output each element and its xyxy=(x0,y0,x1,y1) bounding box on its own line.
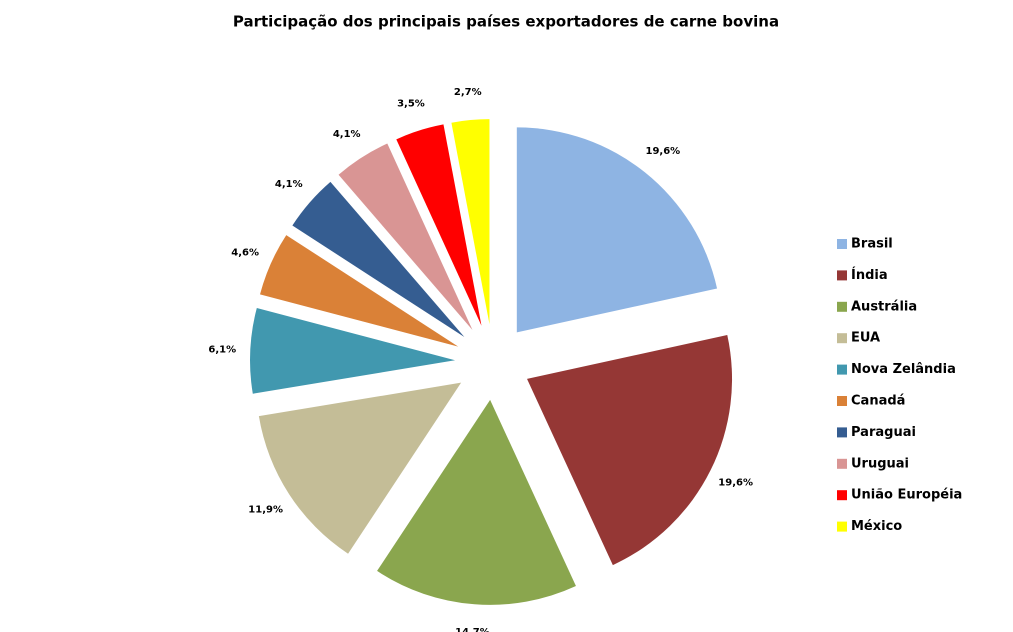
legend-label: Austrália xyxy=(851,299,917,314)
pie-slice xyxy=(292,181,465,338)
legend-label: Paraguai xyxy=(851,425,916,440)
pie-slice xyxy=(250,308,456,394)
legend-swatch xyxy=(837,427,847,438)
data-label: 4,1% xyxy=(275,179,303,190)
chart-title: Participação dos principais países expor… xyxy=(233,13,779,31)
data-label: 4,6% xyxy=(231,247,259,258)
legend-swatch xyxy=(837,333,847,344)
data-label: 6,1% xyxy=(208,344,236,355)
pie-slice xyxy=(396,124,482,326)
legend-swatch xyxy=(837,490,847,501)
data-label: 14,7% xyxy=(455,627,490,632)
pie-slice xyxy=(338,143,473,331)
data-label: 2,7% xyxy=(454,87,482,98)
legend-label: Índia xyxy=(851,267,888,283)
data-label: 19,6% xyxy=(718,478,753,489)
legend-label: EUA xyxy=(851,331,880,346)
pie-slice xyxy=(258,382,462,554)
legend-label: Nova Zelândia xyxy=(851,362,956,377)
legend-label: Brasil xyxy=(851,237,893,252)
data-label: 11,9% xyxy=(248,504,283,515)
legend-label: Uruguai xyxy=(851,456,909,471)
legend-swatch xyxy=(837,239,847,249)
pie-slice xyxy=(451,119,490,325)
legend-swatch xyxy=(837,301,847,312)
legend-label: México xyxy=(851,519,902,534)
legend-swatch xyxy=(837,458,847,469)
pie-slice xyxy=(527,334,733,566)
legend-swatch xyxy=(837,364,847,375)
legend-label: Canadá xyxy=(851,394,905,409)
pie-slice xyxy=(377,399,576,605)
legend-swatch xyxy=(837,521,847,532)
legend-swatch xyxy=(837,396,847,406)
pie-slice xyxy=(260,235,459,347)
data-label: 4,1% xyxy=(333,129,361,140)
legend-swatch xyxy=(837,270,847,281)
legend-label: União Européia xyxy=(851,488,962,503)
data-label: 3,5% xyxy=(397,99,425,110)
pie-slice xyxy=(516,127,718,333)
data-label: 19,6% xyxy=(646,146,681,157)
